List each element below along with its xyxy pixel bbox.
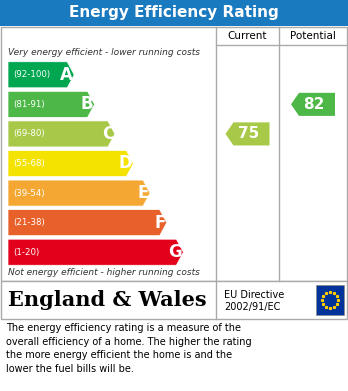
Polygon shape xyxy=(8,239,183,265)
Text: 2002/91/EC: 2002/91/EC xyxy=(224,302,280,312)
Text: Energy Efficiency Rating: Energy Efficiency Rating xyxy=(69,5,279,20)
Bar xyxy=(1,281,347,319)
Text: (21-38): (21-38) xyxy=(13,218,45,227)
Text: Not energy efficient - higher running costs: Not energy efficient - higher running co… xyxy=(8,268,200,277)
Bar xyxy=(0,0,348,26)
Text: (69-80): (69-80) xyxy=(13,129,45,138)
Text: C: C xyxy=(102,125,114,143)
Text: F: F xyxy=(154,213,166,231)
Polygon shape xyxy=(8,151,133,176)
Bar xyxy=(1,27,347,281)
Text: G: G xyxy=(168,243,182,261)
Text: (92-100): (92-100) xyxy=(13,70,50,79)
Text: Current: Current xyxy=(228,31,267,41)
Polygon shape xyxy=(8,121,115,147)
Text: (81-91): (81-91) xyxy=(13,100,45,109)
Text: England & Wales: England & Wales xyxy=(8,290,207,310)
Text: E: E xyxy=(138,184,149,202)
Text: 75: 75 xyxy=(238,126,259,142)
Polygon shape xyxy=(291,93,335,116)
Polygon shape xyxy=(8,62,74,88)
Polygon shape xyxy=(226,122,269,145)
Bar xyxy=(316,285,344,315)
Text: A: A xyxy=(60,66,73,84)
Text: The energy efficiency rating is a measure of the
overall efficiency of a home. T: The energy efficiency rating is a measur… xyxy=(6,323,252,374)
Text: (55-68): (55-68) xyxy=(13,159,45,168)
Text: (1-20): (1-20) xyxy=(13,248,39,257)
Text: B: B xyxy=(81,95,94,113)
Polygon shape xyxy=(8,180,150,206)
Text: EU Directive: EU Directive xyxy=(224,291,284,300)
Polygon shape xyxy=(8,210,167,236)
Text: D: D xyxy=(119,154,132,172)
Text: (39-54): (39-54) xyxy=(13,188,45,197)
Text: 82: 82 xyxy=(303,97,325,112)
Text: Potential: Potential xyxy=(290,31,336,41)
Polygon shape xyxy=(8,91,95,117)
Text: Very energy efficient - lower running costs: Very energy efficient - lower running co… xyxy=(8,48,200,57)
